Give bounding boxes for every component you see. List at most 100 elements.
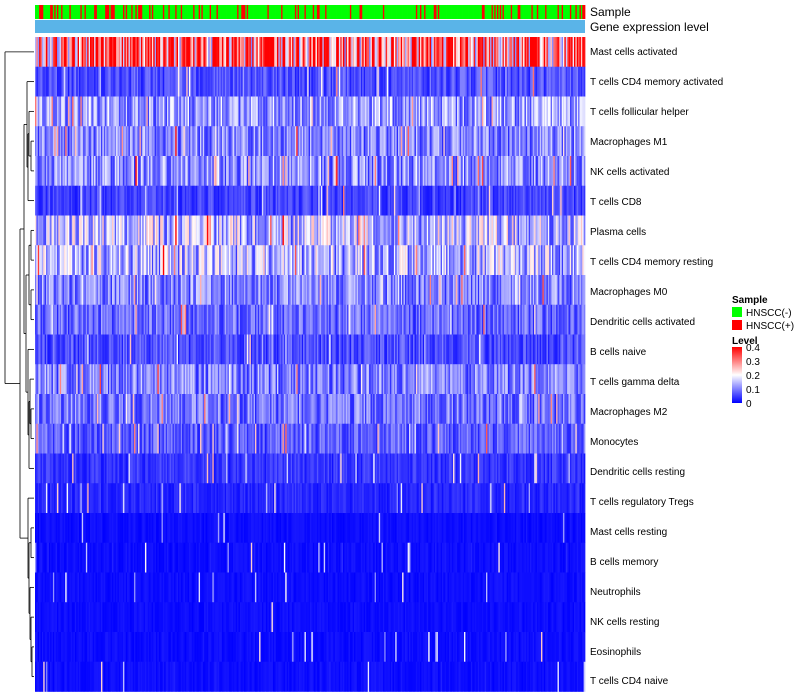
heatmap-cell [307, 126, 309, 157]
heatmap-cell [171, 96, 173, 127]
heatmap-cell [63, 126, 66, 157]
heatmap-cell [169, 334, 172, 365]
heatmap-cell [446, 126, 448, 157]
heatmap-cell [344, 126, 347, 157]
heatmap-cell [365, 156, 367, 187]
heatmap-cell [102, 245, 105, 276]
heatmap-cell [521, 185, 524, 216]
heatmap-cell [539, 245, 542, 276]
heatmap-cell [212, 156, 215, 187]
heatmap-cell [547, 126, 550, 157]
heatmap-cell [124, 364, 127, 395]
heatmap-cell [200, 304, 202, 335]
heatmap-cell [369, 275, 371, 306]
heatmap-cell [44, 156, 47, 187]
heatmap-cell [261, 334, 264, 365]
sample-cell-negative [468, 5, 470, 19]
heatmap-cell [85, 304, 88, 335]
heatmap-cell [564, 156, 567, 187]
heatmap-cell [92, 304, 95, 335]
heatmap-cell [458, 156, 461, 187]
heatmap-cell [182, 37, 184, 68]
heatmap-cell [564, 334, 567, 365]
heatmap-cell [476, 37, 479, 68]
heatmap-cell [109, 37, 111, 68]
heatmap-cell [337, 215, 340, 246]
heatmap-cell [315, 156, 318, 187]
heatmap-cell [388, 185, 391, 216]
heatmap-cell [370, 96, 373, 127]
heatmap-cell [208, 275, 210, 306]
heatmap-cell [267, 304, 270, 335]
heatmap-cell [39, 245, 41, 276]
heatmap-cell [499, 156, 502, 187]
heatmap-cell [355, 126, 358, 157]
sample-cell-negative [528, 5, 531, 19]
heatmap-cell [253, 215, 256, 246]
sample-cell-negative [311, 5, 314, 19]
heatmap-cell [237, 334, 239, 365]
heatmap-cell [520, 126, 523, 157]
heatmap-cell [426, 126, 429, 157]
heatmap-cell [156, 96, 158, 127]
sample-cell-positive [359, 5, 362, 19]
heatmap-cell [307, 37, 309, 68]
heatmap-cell [322, 37, 325, 68]
heatmap-cell [488, 66, 491, 97]
heatmap-cell [550, 304, 553, 335]
heatmap-cell [315, 96, 318, 127]
sample-cell-negative [228, 5, 231, 19]
heatmap-cell [175, 215, 177, 246]
heatmap-cell [355, 185, 358, 216]
heatmap-cell [455, 96, 458, 127]
heatmap-cell [257, 215, 260, 246]
heatmap-cell [344, 185, 347, 216]
heatmap-cell [332, 96, 334, 127]
heatmap-cell [279, 334, 282, 365]
heatmap-cell [565, 66, 568, 97]
heatmap-cell [547, 96, 550, 127]
heatmap-cell [470, 275, 473, 306]
heatmap-cell [359, 96, 362, 127]
heatmap-cell [90, 334, 92, 365]
heatmap-cell [186, 37, 188, 68]
heatmap-cell [510, 37, 513, 68]
heatmap-cell [363, 275, 366, 306]
heatmap-cell [51, 215, 54, 246]
heatmap-cell [403, 245, 406, 276]
heatmap-cell [388, 304, 391, 335]
heatmap-cell [80, 304, 83, 335]
heatmap-cell [241, 96, 243, 127]
heatmap-cell [99, 37, 102, 68]
heatmap-cell [81, 126, 84, 157]
heatmap-cell [473, 245, 476, 276]
heatmap-cell [52, 364, 55, 395]
heatmap-cell [396, 96, 399, 127]
heatmap-cell [360, 185, 363, 216]
heatmap-cell [521, 215, 524, 246]
heatmap-cell [554, 215, 557, 246]
heatmap-cell [358, 156, 360, 187]
sample-cell-negative [114, 5, 117, 19]
heatmap-cell [411, 37, 414, 68]
heatmap-cell [102, 96, 105, 127]
heatmap-cell [491, 275, 494, 306]
sample-cell-negative [521, 5, 524, 19]
heatmap-cell [261, 275, 264, 306]
heatmap-cell [105, 126, 107, 157]
heatmap-cell [145, 245, 147, 276]
heatmap-cell [211, 156, 213, 187]
heatmap-cell [572, 215, 575, 246]
heatmap-cell [442, 126, 444, 157]
heatmap-cell [542, 245, 545, 276]
heatmap-cell [323, 275, 326, 306]
heatmap-cell [446, 245, 448, 276]
heatmap-cell [35, 304, 37, 335]
heatmap-cell [453, 156, 455, 187]
heatmap-cell [546, 215, 549, 246]
heatmap-cell [303, 215, 305, 246]
heatmap-cell [195, 275, 198, 306]
heatmap-cell [417, 275, 419, 306]
heatmap-cell [142, 185, 144, 216]
heatmap-cell [334, 275, 337, 306]
